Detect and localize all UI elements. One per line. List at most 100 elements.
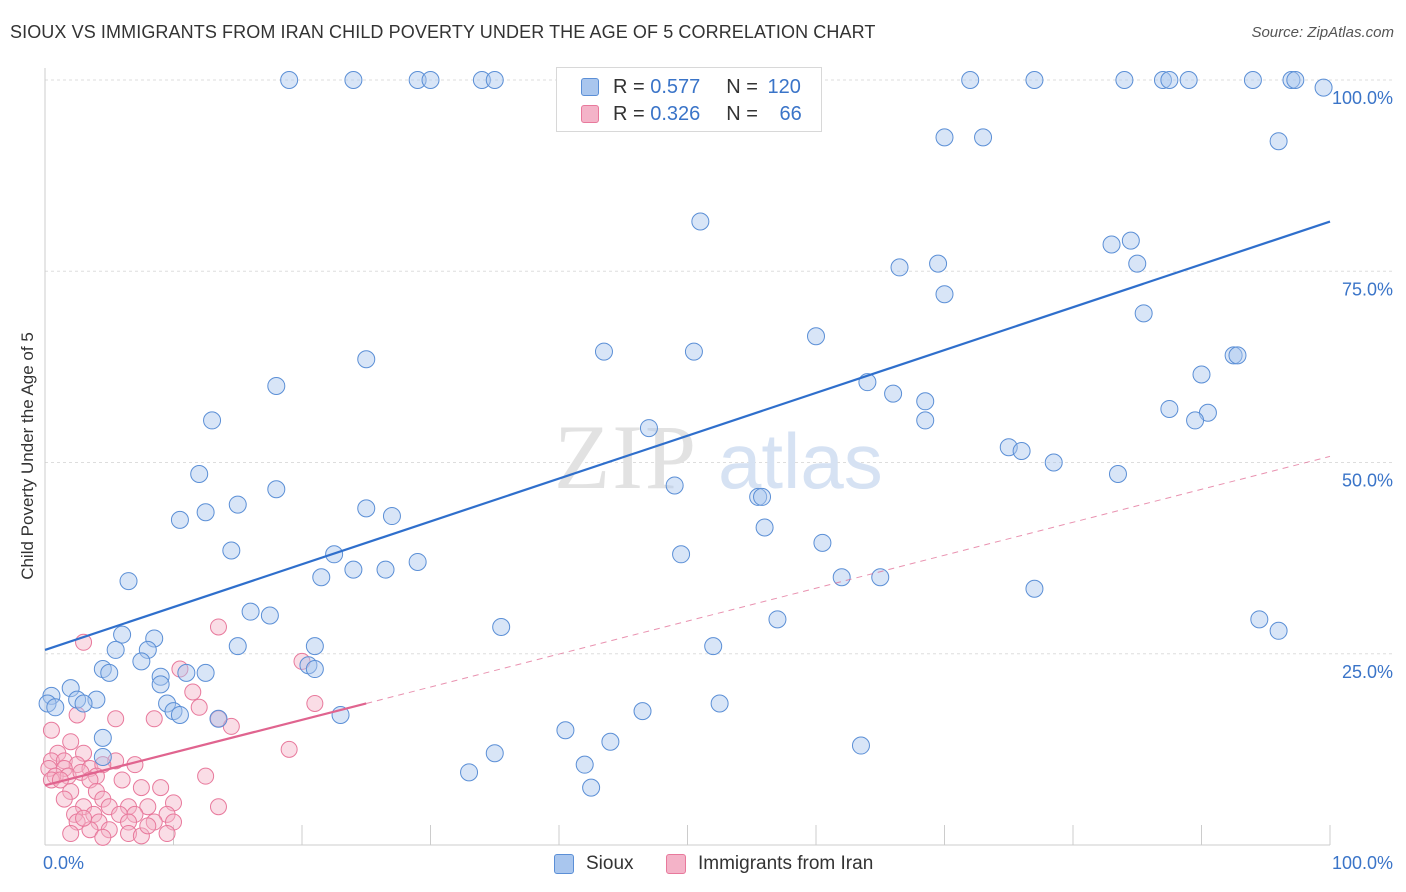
sioux-point xyxy=(691,212,710,231)
sioux-point xyxy=(672,545,691,564)
sioux-point xyxy=(100,663,119,682)
sioux-point xyxy=(1160,71,1179,89)
sioux-trend-line xyxy=(44,220,1331,651)
correlation-legend: R = 0.577 N = 120 R = 0.326 N = 66 xyxy=(556,67,822,132)
grid-lines xyxy=(45,79,1395,655)
iran-point xyxy=(139,817,157,835)
iran-point xyxy=(197,767,215,785)
sioux-point xyxy=(203,411,222,430)
sioux-point xyxy=(871,568,890,587)
iran-point xyxy=(55,790,73,808)
sioux-point xyxy=(753,487,772,506)
sioux-point xyxy=(768,610,787,629)
sioux-point xyxy=(93,748,112,767)
sioux-point xyxy=(177,663,196,682)
sioux-point xyxy=(267,480,286,499)
sioux-point xyxy=(1179,71,1198,89)
sioux-point xyxy=(974,128,993,147)
sioux-point xyxy=(344,71,363,89)
sioux-point xyxy=(74,694,93,713)
legend-n-label: N = xyxy=(726,102,764,125)
sioux-point xyxy=(1286,71,1305,89)
sioux-point xyxy=(1134,304,1153,323)
sioux-point xyxy=(1250,610,1269,629)
sioux-point xyxy=(228,495,247,514)
legend-r-value: 0.326 xyxy=(650,102,701,125)
x-tick-label-min: 0.0% xyxy=(43,853,84,873)
sioux-point xyxy=(832,568,851,587)
sioux-point xyxy=(749,487,768,506)
sioux-point xyxy=(113,625,132,644)
sioux-point xyxy=(556,721,575,740)
sioux-point xyxy=(935,285,954,304)
sioux-point xyxy=(1269,132,1288,151)
sioux-point xyxy=(633,702,652,721)
legend-swatch-iran xyxy=(581,105,599,123)
sioux-point xyxy=(1269,621,1288,640)
sioux-point xyxy=(312,568,331,587)
iran-point xyxy=(132,827,150,845)
y-tick-label: 100.0% xyxy=(1332,88,1393,108)
iran-point xyxy=(158,825,176,843)
sioux-point xyxy=(357,350,376,369)
sioux-point xyxy=(1012,442,1031,461)
sioux-point xyxy=(344,560,363,579)
sioux-point xyxy=(1025,71,1044,89)
sioux-point xyxy=(93,728,112,747)
iran-point xyxy=(209,618,227,636)
iran-point xyxy=(222,717,240,735)
sioux-series xyxy=(38,71,1333,797)
tick-labels: 25.0% 50.0% 75.0% 100.0% 0.0% 100.0% xyxy=(43,88,1393,873)
y-tick-label: 75.0% xyxy=(1342,279,1393,299)
y-tick-label: 25.0% xyxy=(1342,662,1393,682)
sioux-point xyxy=(1128,254,1147,273)
chart-title: SIOUX VS IMMIGRANTS FROM IRAN CHILD POVE… xyxy=(10,22,876,42)
sioux-point xyxy=(1243,71,1262,89)
watermark: ZIP atlas xyxy=(554,406,883,508)
sioux-point xyxy=(357,499,376,518)
sioux-point xyxy=(222,541,241,560)
iran-point xyxy=(62,825,80,843)
sioux-point xyxy=(196,663,215,682)
sioux-point xyxy=(1025,579,1044,598)
sioux-point xyxy=(1044,453,1063,472)
sioux-point xyxy=(421,71,440,89)
sioux-point xyxy=(485,71,504,89)
x-tick-label-max: 100.0% xyxy=(1332,853,1393,873)
sioux-point xyxy=(851,736,870,755)
legend-n-value: 120 xyxy=(767,75,801,98)
sioux-point xyxy=(158,694,177,713)
sioux-point xyxy=(1282,71,1301,89)
sioux-point xyxy=(267,377,286,395)
sioux-point xyxy=(61,679,80,698)
sioux-point xyxy=(1186,411,1205,430)
sioux-point xyxy=(190,464,209,483)
sioux-point xyxy=(755,518,774,537)
sioux-point xyxy=(1108,464,1127,483)
sioux-point xyxy=(916,411,935,430)
sioux-point xyxy=(1314,78,1333,97)
sioux-point xyxy=(884,384,903,403)
sioux-point xyxy=(710,694,729,713)
iran-point xyxy=(62,733,80,751)
sioux-point xyxy=(408,552,427,571)
iran-point xyxy=(139,798,157,816)
sioux-point xyxy=(119,572,138,591)
iran-point xyxy=(113,771,131,789)
sioux-point xyxy=(813,533,832,552)
sioux-point xyxy=(961,71,980,89)
sioux-point xyxy=(228,637,247,656)
bottom-swatch-sioux xyxy=(554,854,574,874)
iran-point xyxy=(120,825,138,843)
legend-n-value: 66 xyxy=(779,102,802,125)
iran-point xyxy=(94,828,112,846)
sioux-point xyxy=(1192,365,1211,384)
bottom-legend-iran: Immigrants from Iran xyxy=(666,851,873,877)
bottom-label-iran: Immigrants from Iran xyxy=(698,853,874,874)
iran-point xyxy=(306,694,324,712)
iran-point xyxy=(68,756,86,774)
legend-r-label: R = xyxy=(613,75,651,98)
sioux-point xyxy=(151,675,170,694)
iran-point xyxy=(107,710,125,728)
